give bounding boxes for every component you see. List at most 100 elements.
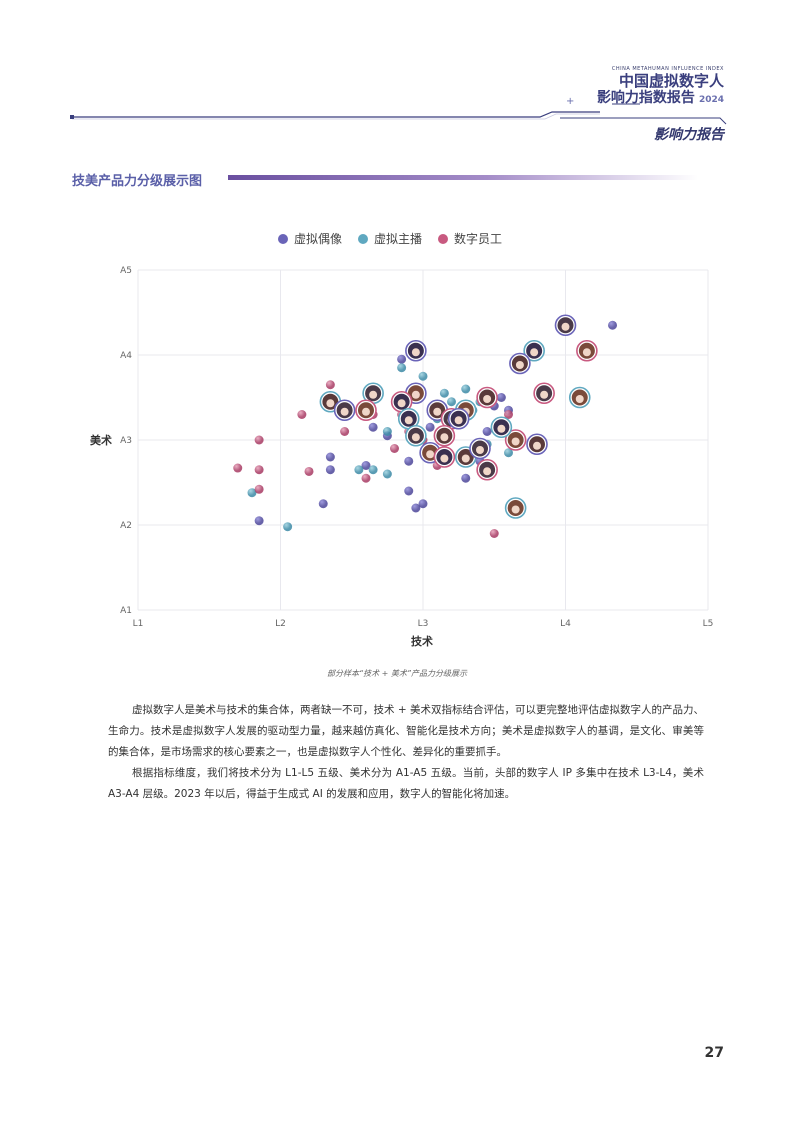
avatar-skin-icon xyxy=(530,348,539,357)
data-point xyxy=(297,410,307,419)
data-point xyxy=(404,456,414,466)
data-point xyxy=(382,427,392,436)
section-title-bar xyxy=(228,175,698,180)
avatar-skin-icon xyxy=(483,467,492,476)
x-tick-label: L5 xyxy=(703,619,714,629)
data-point xyxy=(461,384,471,394)
data-point xyxy=(325,465,335,475)
data-point xyxy=(382,469,392,479)
data-point xyxy=(425,422,435,432)
avatar-skin-icon xyxy=(433,407,442,416)
y-tick-label: A2 xyxy=(120,521,132,531)
avatar-skin-icon xyxy=(454,416,463,425)
y-axis-label: 美术 xyxy=(90,433,112,447)
avatar-skin-icon xyxy=(540,390,549,399)
data-point xyxy=(304,466,314,476)
x-axis-label: 技术 xyxy=(411,634,433,648)
data-point xyxy=(254,465,264,475)
page-number: 27 xyxy=(704,1045,724,1061)
data-point xyxy=(608,320,618,330)
data-point xyxy=(318,499,328,509)
avatar-skin-icon xyxy=(582,348,591,357)
data-point xyxy=(404,486,414,496)
data-point xyxy=(397,354,407,364)
y-tick-label: A1 xyxy=(120,606,132,616)
legend-label: 虚拟偶像 xyxy=(294,232,343,246)
data-point xyxy=(340,427,350,436)
y-tick-label: A4 xyxy=(120,351,132,361)
data-point xyxy=(390,444,399,453)
legend-label: 虚拟主播 xyxy=(374,232,423,246)
data-point xyxy=(411,503,421,513)
avatar-skin-icon xyxy=(362,407,370,416)
svg-text:+: + xyxy=(566,96,574,107)
legend-dot-icon xyxy=(438,233,449,244)
avatar-skin-icon xyxy=(426,450,435,459)
y-tick-label: A5 xyxy=(120,266,132,276)
legend-item: 虚拟偶像 xyxy=(278,230,342,247)
avatar-skin-icon xyxy=(511,505,520,514)
section-title: 技美产品力分级展示图 xyxy=(72,174,203,189)
data-point xyxy=(247,488,257,498)
data-point xyxy=(254,484,264,494)
avatar-skin-icon xyxy=(340,407,349,416)
data-point xyxy=(461,473,471,483)
avatar-skin-icon xyxy=(533,441,541,450)
header-subtitle: 影响力报告 xyxy=(654,127,724,143)
data-point xyxy=(504,448,513,458)
x-tick-label: L1 xyxy=(133,619,144,629)
data-point xyxy=(496,393,506,402)
data-point xyxy=(439,388,449,398)
chart-caption: 部分样本“技术 + 美术”产品力分级展示 xyxy=(326,669,468,678)
avatar-skin-icon xyxy=(369,390,378,399)
data-point xyxy=(418,499,428,509)
brand-english: CHINA METAHUMAN INFLUENCE INDEX xyxy=(611,66,724,72)
data-point xyxy=(361,461,371,470)
avatar-skin-icon xyxy=(476,446,484,454)
data-point xyxy=(368,422,378,432)
data-point xyxy=(233,463,243,473)
avatar-skin-icon xyxy=(411,390,420,399)
scatter-chart: L1 L2 L3 L4 L5 A1 A2 A3 A4 A5 技术 美术 xyxy=(90,266,714,648)
data-point xyxy=(447,397,456,407)
x-tick-label: L2 xyxy=(275,619,286,629)
brand-title-line1: 中国虚拟数字人 xyxy=(618,72,724,90)
avatar-skin-icon xyxy=(511,437,520,446)
body-paragraph: 根据指标维度，我们将技术分为 L1-L5 五级、美术分为 A1-A5 五级。当前… xyxy=(108,767,704,800)
data-point xyxy=(482,427,492,436)
avatar-skin-icon xyxy=(461,454,470,463)
avatar-skin-icon xyxy=(411,433,420,442)
data-point xyxy=(489,529,499,538)
avatar-skin-icon xyxy=(440,454,449,463)
avatar-skin-icon xyxy=(483,395,492,403)
data-point xyxy=(254,516,264,526)
data-point xyxy=(397,363,407,373)
legend-item: 虚拟主播 xyxy=(358,230,422,247)
legend-dot-icon xyxy=(278,233,288,244)
header-divider: + xyxy=(70,96,727,125)
data-point xyxy=(283,522,293,532)
x-tick-label: L4 xyxy=(560,619,571,629)
data-point xyxy=(254,435,264,445)
avatar-skin-icon xyxy=(440,433,449,442)
x-tick-label: L3 xyxy=(418,619,429,629)
brand-year: 2024 xyxy=(698,95,724,105)
legend-dot-icon xyxy=(358,233,369,244)
y-tick-label: A3 xyxy=(120,436,132,446)
legend-label: 数字员工 xyxy=(454,232,503,246)
data-point xyxy=(354,465,364,475)
avatar-skin-icon xyxy=(404,416,413,425)
data-point xyxy=(361,473,371,483)
avatar-skin-icon xyxy=(515,361,524,369)
legend-item: 数字员工 xyxy=(438,230,502,247)
data-point xyxy=(504,410,513,419)
data-point xyxy=(418,371,428,381)
chart-legend: 虚拟偶像 虚拟主播 数字员工 xyxy=(278,230,502,247)
data-point xyxy=(325,380,335,390)
report-brand: CHINA METAHUMAN INFLUENCE INDEX 中国虚拟数字人 … xyxy=(597,66,724,108)
avatar-skin-icon xyxy=(575,395,584,403)
avatar-skin-icon xyxy=(326,399,335,408)
data-point xyxy=(368,465,378,475)
data-point xyxy=(325,452,335,462)
avatar-skin-icon xyxy=(397,399,406,408)
